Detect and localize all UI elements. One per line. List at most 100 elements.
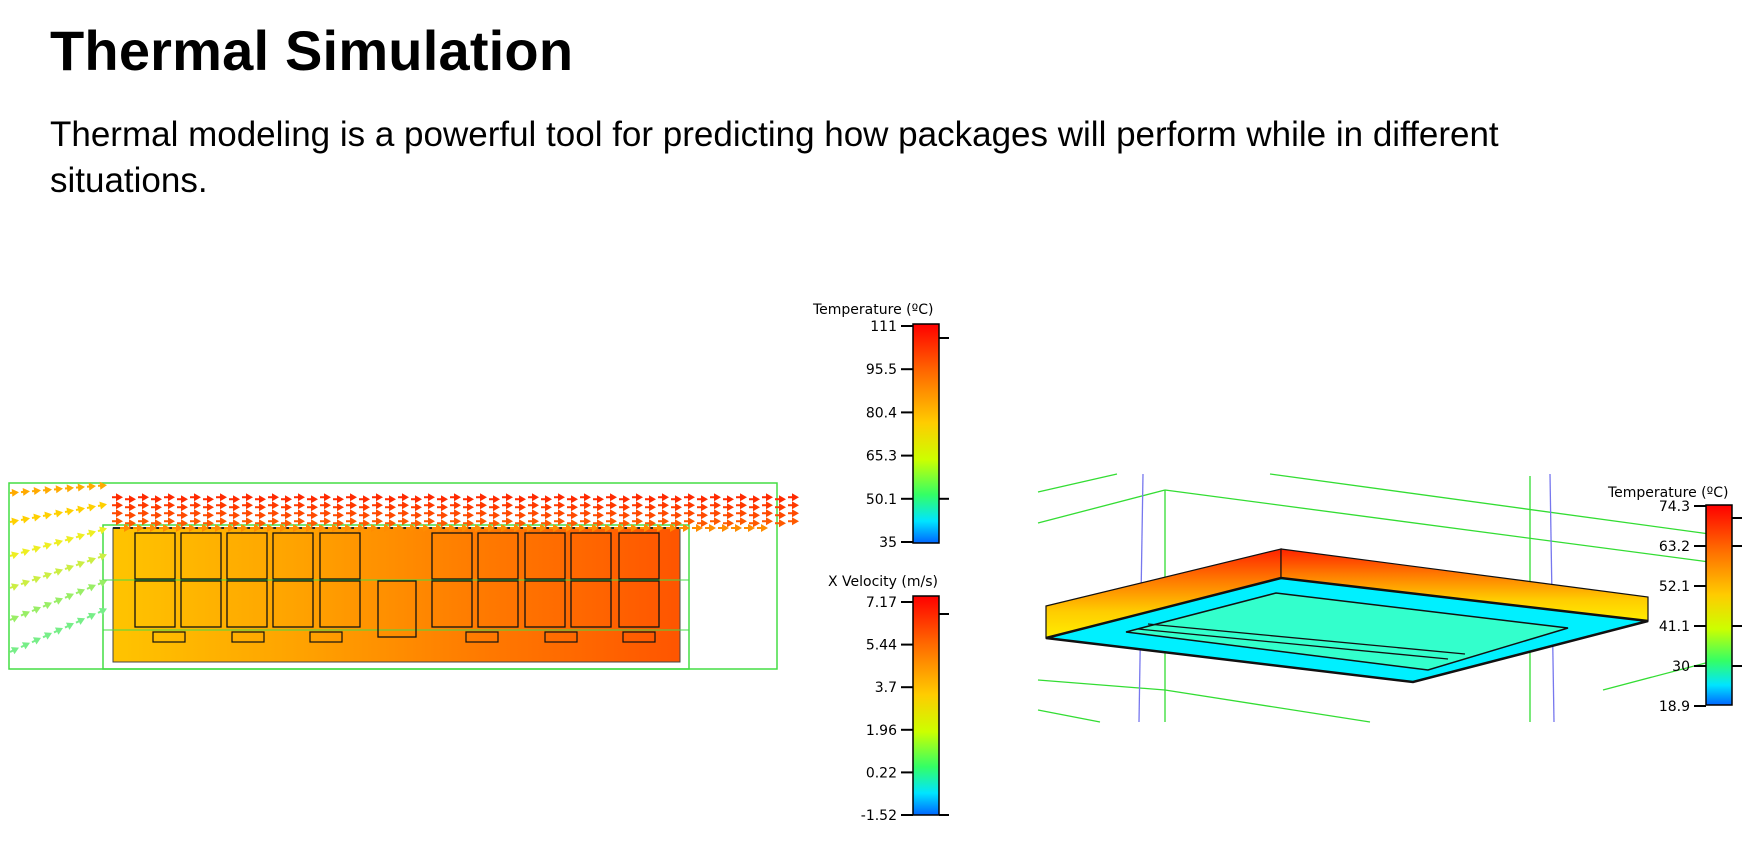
flow-arrow: [610, 493, 617, 502]
flow-arrow: [194, 501, 201, 510]
flow-arrow: [20, 550, 26, 554]
flow-arrow: [75, 535, 81, 539]
temperature-legend: Temperature (ºC) 111 95.5 80.4 65.3 50.1 35: [812, 302, 949, 551]
flow-arrow: [506, 493, 513, 502]
flow-arrow: [150, 524, 157, 532]
legend-tick-label: 50.1: [866, 492, 897, 508]
flow-arrow: [98, 579, 107, 587]
flow-arrow: [77, 560, 85, 569]
flow-arrow: [358, 524, 365, 532]
legend-tick-label: 74.3: [1659, 499, 1690, 515]
flow-arrow: [21, 642, 30, 650]
flow-arrow: [649, 503, 656, 512]
flow-arrow: [86, 531, 92, 536]
flow-arrow: [740, 501, 747, 510]
flow-arrow: [87, 612, 96, 621]
flow-arrow: [298, 501, 305, 510]
legend-tick-label: 80.4: [866, 405, 897, 421]
flow-arrow: [215, 524, 222, 532]
flow-arrow: [116, 517, 123, 526]
flow-arrow: [766, 509, 773, 518]
flow-arrow: [32, 606, 41, 614]
flow-arrow: [88, 503, 96, 512]
legend-tick-label: 111: [870, 319, 897, 335]
temperature-legend-title: Temperature (ºC): [812, 302, 933, 318]
flow-arrow: [116, 493, 123, 502]
flow-arrow: [11, 488, 19, 497]
flow-arrow: [571, 495, 578, 504]
flow-arrow: [33, 545, 41, 553]
flow-arrow: [545, 495, 552, 504]
flow-arrow: [722, 524, 729, 532]
flow-arrow: [501, 524, 508, 532]
flow-arrow: [428, 493, 435, 502]
flow-arrow: [246, 517, 253, 526]
flow-arrow: [11, 517, 19, 526]
flow-arrow: [65, 592, 74, 601]
flow-arrow: [701, 519, 708, 528]
legend-tick-label: 7.17: [866, 595, 897, 611]
flow-arrow: [610, 509, 617, 518]
flow-arrow: [220, 517, 227, 526]
legend-tick-label: 30: [1672, 659, 1690, 675]
flow-arrow: [311, 519, 318, 528]
flow-arrow: [506, 517, 513, 526]
flow-arrow: [553, 524, 560, 532]
flow-arrow: [207, 495, 214, 504]
flow-arrow: [350, 509, 357, 518]
flow-arrow: [97, 504, 103, 507]
flow-arrow: [514, 524, 521, 532]
flow-arrow: [220, 509, 227, 518]
flow-arrow: [44, 511, 52, 520]
flow-arrow: [233, 495, 240, 504]
flow-arrow: [532, 509, 539, 518]
flow-arrow: [766, 517, 773, 526]
flow-arrow: [488, 524, 495, 532]
flow-arrow: [519, 519, 526, 528]
velocity-legend-title: X Velocity (m/s): [828, 574, 938, 590]
flow-arrow: [311, 511, 318, 520]
flow-arrow: [22, 515, 30, 524]
flow-arrow: [99, 481, 107, 490]
flow-arrow: [376, 509, 383, 518]
velocity-color-bar: [912, 595, 940, 816]
flow-arrow: [31, 547, 37, 551]
flow-arrow: [11, 551, 19, 560]
flow-arrow: [272, 493, 279, 502]
flow-arrow: [9, 553, 15, 557]
flow-arrow: [597, 511, 604, 520]
flow-arrow: [32, 637, 41, 645]
flow-arrow: [207, 503, 214, 512]
flow-arrow: [740, 517, 747, 526]
flow-arrow: [22, 487, 30, 496]
flow-arrow: [77, 532, 85, 541]
flow-arrow: [363, 511, 370, 520]
flow-arrow: [86, 586, 92, 590]
flow-arrow: [467, 503, 474, 512]
board-3d-view: [1037, 473, 1718, 723]
flow-arrow: [683, 524, 690, 532]
velocity-legend: X Velocity (m/s) 7.17 5.44 3.7 1.96 0.22 -1.5…: [828, 574, 949, 824]
flow-arrow: [98, 607, 107, 616]
flow-arrow: [675, 511, 682, 520]
board-die-area: [1125, 592, 1569, 671]
flow-arrow: [65, 622, 74, 630]
flow-arrow: [402, 517, 409, 526]
flow-arrow: [584, 517, 591, 526]
flow-arrow: [337, 495, 344, 504]
flow-arrow: [649, 519, 656, 528]
flow-arrow: [155, 519, 162, 528]
flow-arrow: [20, 518, 26, 521]
flow-arrow: [441, 503, 448, 512]
flow-arrow: [623, 511, 630, 520]
flow-arrow: [163, 524, 170, 532]
flow-arrow: [467, 511, 474, 520]
flow-arrow: [168, 493, 175, 502]
flow-arrow: [701, 495, 708, 504]
temperature-color-bar: [912, 323, 940, 544]
flow-arrow: [493, 519, 500, 528]
flow-arrow: [727, 519, 734, 528]
flow-arrow: [99, 501, 107, 510]
flow-arrow: [480, 501, 487, 510]
flow-arrow: [88, 556, 96, 565]
